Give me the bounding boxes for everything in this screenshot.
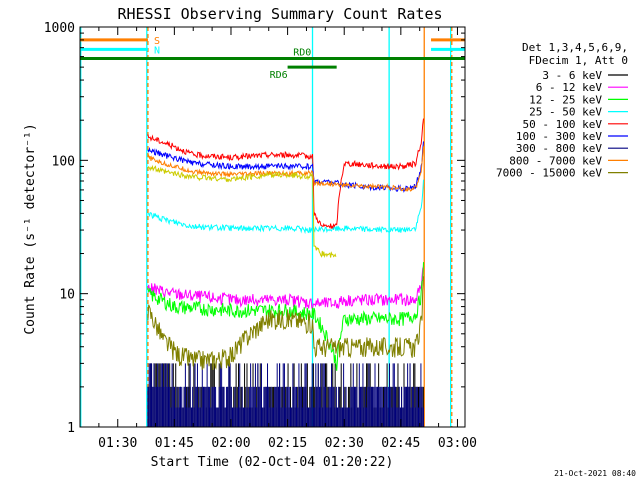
flag-label: S [154, 36, 160, 47]
plot-frame [79, 26, 466, 428]
x-tick-label: 02:45 [381, 436, 420, 451]
chart-title: RHESSI Observing Summary Count Rates [117, 5, 442, 23]
y-tick-label: 100 [52, 154, 75, 169]
flag-label: N [154, 45, 160, 56]
y-tick-label: 1 [67, 421, 75, 436]
axes: 1 10 100 1000 01:30 01:45 02:00 02:15 02:30 02:45… [44, 21, 477, 451]
legend-header: Det 1,3,4,5,6,9, [522, 41, 628, 54]
series-line [147, 118, 424, 230]
x-tick-label: 02:30 [325, 436, 364, 451]
legend-label: 100 - 300 keV [516, 130, 602, 143]
legend-label: 3 - 6 keV [542, 69, 602, 82]
series-line [147, 164, 337, 259]
x-tick-label: 01:30 [98, 436, 137, 451]
series-line [147, 266, 424, 311]
y-axis-label: Count Rate (s⁻¹ detector⁻¹) [23, 123, 38, 334]
legend-label: 25 - 50 keV [529, 106, 602, 119]
timestamp-footer: 21-Oct-2021 08:40 [554, 469, 636, 478]
legend-label: 6 - 12 keV [536, 81, 603, 94]
legend-label: 800 - 7000 keV [509, 154, 602, 167]
series-line [147, 276, 424, 371]
legend-label: 12 - 25 keV [529, 93, 602, 106]
x-axis-label: Start Time (02-Oct-04 01:20:22) [151, 455, 394, 470]
plot-area: SN RD0 RD6 [80, 27, 465, 427]
x-tick-label: 01:45 [155, 436, 194, 451]
legend-label: 50 - 100 keV [523, 118, 603, 131]
flag-label: RD6 [270, 70, 288, 81]
x-tick-label: 03:00 [438, 436, 477, 451]
legend-header: FDecim 1, Att 0 [529, 54, 628, 67]
y-tick-label: 1000 [44, 21, 75, 36]
legend-label: 7000 - 15000 keV [496, 167, 602, 180]
series-line [147, 179, 424, 235]
x-tick-label: 02:00 [211, 436, 250, 451]
series-line [147, 262, 424, 371]
flag-label: RD0 [293, 48, 311, 59]
y-tick-label: 10 [59, 288, 75, 303]
legend: Det 1,3,4,5,6,9,FDecim 1, Att 0 3 - 6 keV… [496, 41, 628, 180]
legend-label: 300 - 800 keV [516, 142, 602, 155]
x-tick-label: 02:15 [268, 436, 307, 451]
